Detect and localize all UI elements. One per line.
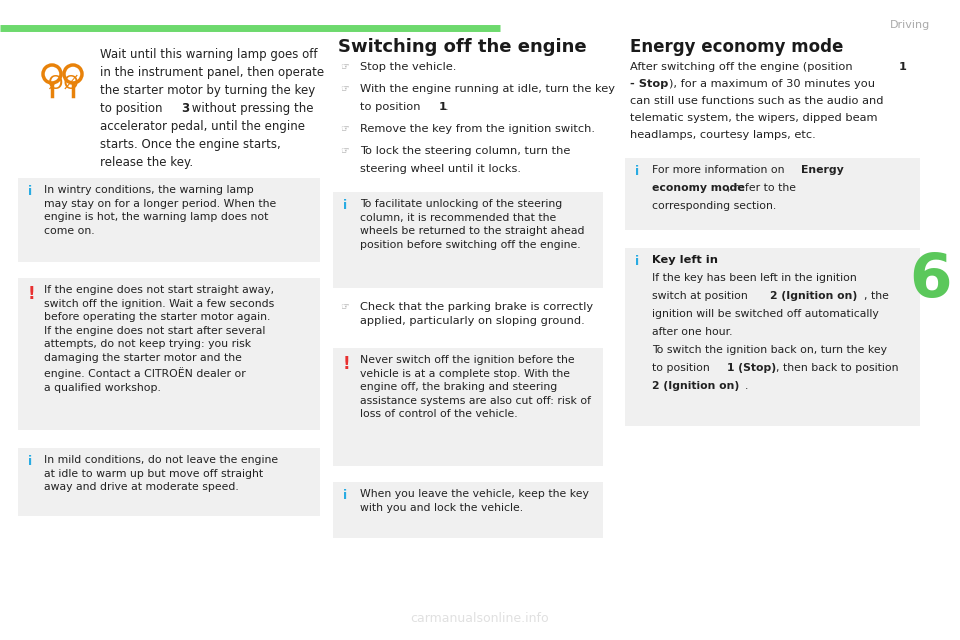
- Text: , the: , the: [864, 291, 889, 301]
- Text: Switching off the engine: Switching off the engine: [338, 38, 587, 56]
- Text: release the key.: release the key.: [100, 156, 193, 169]
- Text: ☞: ☞: [340, 302, 348, 312]
- Text: .: .: [745, 381, 749, 391]
- Text: If the key has been left in the ignition: If the key has been left in the ignition: [652, 273, 856, 283]
- Text: Energy economy mode: Energy economy mode: [630, 38, 844, 56]
- Text: .: .: [445, 102, 448, 112]
- Text: !: !: [28, 285, 36, 303]
- Text: ☞: ☞: [340, 62, 348, 72]
- Text: !: !: [343, 355, 350, 373]
- Text: corresponding section.: corresponding section.: [652, 201, 777, 211]
- Text: When you leave the vehicle, keep the key
with you and lock the vehicle.: When you leave the vehicle, keep the key…: [360, 489, 588, 513]
- Text: , refer to the: , refer to the: [727, 183, 796, 193]
- Text: can still use functions such as the audio and: can still use functions such as the audi…: [630, 96, 883, 106]
- Text: ), for a maximum of 30 minutes you: ), for a maximum of 30 minutes you: [669, 79, 876, 89]
- Text: To lock the steering column, turn the: To lock the steering column, turn the: [360, 146, 570, 156]
- Text: headlamps, courtesy lamps, etc.: headlamps, courtesy lamps, etc.: [630, 130, 816, 140]
- Text: ☞: ☞: [340, 124, 348, 134]
- Text: i: i: [28, 455, 32, 468]
- Text: Wait until this warning lamp goes off: Wait until this warning lamp goes off: [100, 48, 318, 61]
- Bar: [333, 348, 603, 466]
- Text: - Stop: - Stop: [630, 79, 668, 89]
- Bar: [18, 178, 320, 262]
- Text: accelerator pedal, until the engine: accelerator pedal, until the engine: [100, 120, 305, 133]
- Bar: [625, 248, 920, 426]
- Text: 2 (Ignition on): 2 (Ignition on): [652, 381, 739, 391]
- Text: In wintry conditions, the warning lamp
may stay on for a longer period. When the: In wintry conditions, the warning lamp m…: [44, 185, 276, 236]
- Text: switch at position: switch at position: [652, 291, 752, 301]
- Text: After switching off the engine (position: After switching off the engine (position: [630, 62, 856, 72]
- Text: , then back to position: , then back to position: [777, 363, 899, 373]
- Text: to position: to position: [652, 363, 713, 373]
- Bar: [333, 192, 603, 288]
- Text: starts. Once the engine starts,: starts. Once the engine starts,: [100, 138, 280, 151]
- Text: i: i: [635, 255, 639, 268]
- Text: Key left in: Key left in: [652, 255, 718, 265]
- Text: i: i: [343, 199, 348, 212]
- Text: to position: to position: [360, 102, 424, 112]
- Text: ØØ: ØØ: [48, 74, 79, 93]
- Text: 6: 6: [909, 250, 952, 310]
- Text: Remove the key from the ignition switch.: Remove the key from the ignition switch.: [360, 124, 595, 134]
- Text: If the engine does not start straight away,
switch off the ignition. Wait a few : If the engine does not start straight aw…: [44, 285, 275, 393]
- Text: 3: 3: [181, 102, 189, 115]
- Bar: [18, 278, 320, 430]
- Text: Check that the parking brake is correctly
applied, particularly on sloping groun: Check that the parking brake is correctl…: [360, 302, 593, 326]
- Text: telematic system, the wipers, dipped beam: telematic system, the wipers, dipped bea…: [630, 113, 877, 123]
- Text: Stop the vehicle.: Stop the vehicle.: [360, 62, 456, 72]
- Text: 1: 1: [439, 102, 446, 112]
- Text: in the instrument panel, then operate: in the instrument panel, then operate: [100, 66, 324, 79]
- Text: 1 (Stop): 1 (Stop): [727, 363, 776, 373]
- Text: Driving: Driving: [890, 20, 930, 30]
- Bar: [18, 448, 320, 516]
- Text: ☞: ☞: [340, 146, 348, 156]
- Text: With the engine running at idle, turn the key: With the engine running at idle, turn th…: [360, 84, 615, 94]
- Text: after one hour.: after one hour.: [652, 327, 732, 337]
- Text: the starter motor by turning the key: the starter motor by turning the key: [100, 84, 315, 97]
- Text: i: i: [343, 489, 348, 502]
- Text: To facilitate unlocking of the steering
column, it is recommended that the
wheel: To facilitate unlocking of the steering …: [360, 199, 585, 250]
- Text: Never switch off the ignition before the
vehicle is at a complete stop. With the: Never switch off the ignition before the…: [360, 355, 591, 419]
- Text: economy mode: economy mode: [652, 183, 745, 193]
- Text: Energy: Energy: [802, 165, 844, 175]
- Text: carmanualsonline.info: carmanualsonline.info: [411, 612, 549, 625]
- Text: steering wheel until it locks.: steering wheel until it locks.: [360, 164, 521, 174]
- Text: to position: to position: [100, 102, 166, 115]
- Text: For more information on: For more information on: [652, 165, 788, 175]
- Bar: [333, 482, 603, 538]
- Bar: [625, 158, 920, 230]
- Text: i: i: [28, 185, 32, 198]
- Text: In mild conditions, do not leave the engine
at idle to warm up but move off stra: In mild conditions, do not leave the eng…: [44, 455, 278, 492]
- Text: ignition will be switched off automatically: ignition will be switched off automatica…: [652, 309, 878, 319]
- Text: without pressing the: without pressing the: [188, 102, 314, 115]
- Text: 1: 1: [899, 62, 906, 72]
- Text: ☞: ☞: [340, 84, 348, 94]
- Text: i: i: [635, 165, 639, 178]
- Text: To switch the ignition back on, turn the key: To switch the ignition back on, turn the…: [652, 345, 887, 355]
- Text: 2 (Ignition on): 2 (Ignition on): [770, 291, 857, 301]
